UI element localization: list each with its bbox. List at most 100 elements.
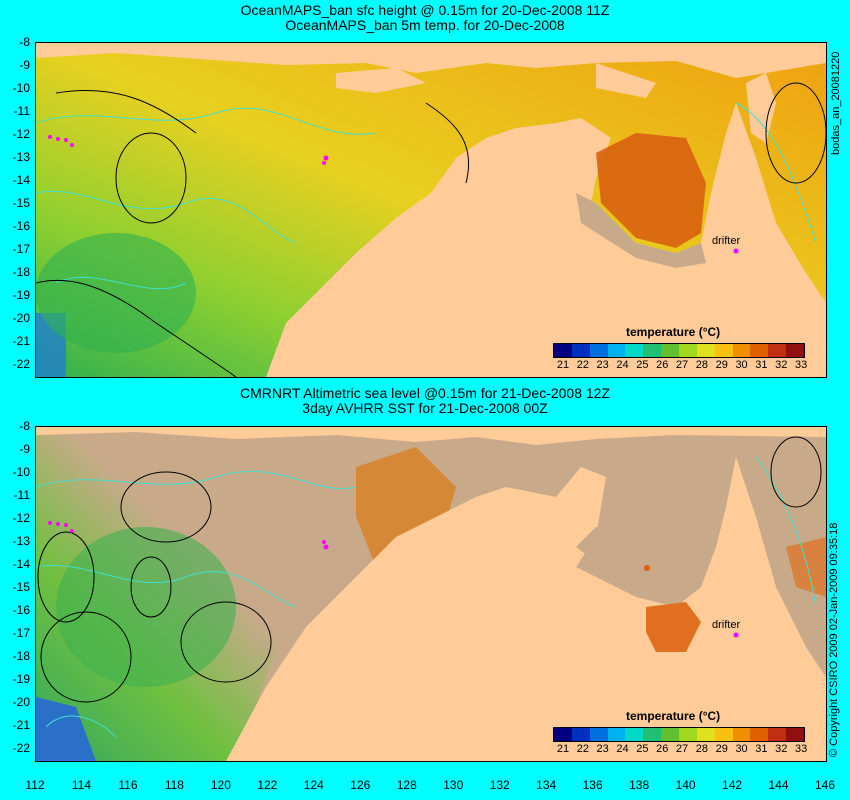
black-contours [37, 436, 822, 703]
x-tick-label: 118 [164, 778, 184, 792]
top-map-svg [36, 43, 826, 377]
colorbar-tick-label: 29 [715, 359, 728, 371]
colorbar-tick-label: 31 [755, 743, 768, 755]
colorbar-tick-label: 22 [576, 743, 589, 755]
colorbar-tick-label: 21 [556, 743, 570, 755]
x-tick-label: 112 [25, 778, 45, 792]
colorbar-tick-label: 25 [636, 359, 649, 371]
colorbar-swatch [732, 344, 751, 357]
bottom-map-svg [36, 427, 826, 761]
colorbar-tick-label: 28 [695, 359, 708, 371]
colorbar-swatch [554, 728, 572, 741]
y-tick-label: -22 [12, 741, 30, 756]
top-map-panel: temperature (°C) 21 22 23 24 25 26 27 28 29 30 31 3… [35, 42, 827, 378]
colorbar-tick-label: 26 [656, 359, 669, 371]
y-tick-label: -17 [12, 242, 30, 257]
x-tick-label: 128 [396, 778, 417, 792]
x-tick-label: 122 [257, 778, 278, 792]
no-data-coast [576, 193, 706, 268]
colorbar-tick-label: 30 [735, 359, 748, 371]
colorbar-tick-label: 28 [695, 743, 708, 755]
australia-landmass [266, 103, 826, 377]
bottom-map-panel: temperature (°C) 21 22 23 24 25 26 27 28 29 30 31 3… [35, 426, 827, 762]
y-tick-label: -21 [12, 334, 30, 349]
gulf-no-data [576, 522, 701, 602]
x-tick-label: 144 [768, 778, 789, 792]
colorbar [553, 727, 805, 742]
colorbar-swatch [786, 728, 805, 741]
colorbar-tick-label: 23 [596, 743, 609, 755]
colorbar-labels: 21 22 23 24 25 26 27 28 29 30 31 32 33 [553, 743, 807, 757]
colorbar-tick-label: 26 [656, 743, 669, 755]
colorbar-swatch [714, 728, 733, 741]
y-tick-label: -10 [12, 465, 30, 480]
colorbar-swatch [714, 344, 733, 357]
bottom-side-label: © Copyright CSIRO 2009 02-Jan-2009 09:35… [828, 522, 840, 757]
colorbar-tick-label: 27 [675, 359, 689, 371]
colorbar-tick-label: 21 [556, 359, 570, 371]
x-tick-label: 142 [722, 778, 743, 792]
colorbar-tick-label: 33 [794, 743, 808, 755]
coral-sea-warm-sst [786, 537, 826, 597]
australia-landmass [226, 457, 826, 761]
island [336, 68, 426, 93]
colorbar-swatch [607, 344, 626, 357]
x-tick-label: 114 [71, 778, 92, 792]
indonesian-islands [36, 427, 826, 445]
y-tick-label: -11 [13, 488, 30, 503]
x-tick-label: 146 [814, 778, 836, 792]
colorbar-swatch [679, 344, 697, 357]
colorbar-title: temperature (°C) [626, 325, 721, 339]
cold-sst-patch [36, 697, 96, 761]
colorbar-swatch [607, 728, 626, 741]
colorbar-tick-label: 30 [735, 743, 748, 755]
colorbar-swatch [661, 728, 680, 741]
gulf-warm-sst [646, 602, 701, 652]
colorbar-tick-label: 31 [755, 359, 768, 371]
y-tick-label: -12 [12, 127, 30, 142]
colorbar-swatch [589, 344, 608, 357]
colorbar-swatch [768, 728, 787, 741]
cyan-contours [36, 456, 817, 738]
y-tick-label: -13 [12, 150, 30, 165]
y-tick-label: -9 [19, 442, 30, 457]
colorbar-tick-label: 29 [715, 743, 728, 755]
x-tick-label: 140 [675, 778, 696, 792]
colorbar-swatch [768, 344, 787, 357]
colorbar-swatch [750, 344, 769, 357]
y-tick-label: -8 [19, 35, 30, 49]
cool-sst-patch [56, 527, 236, 687]
cyan-contours [36, 102, 817, 290]
colorbar-swatch [786, 344, 805, 357]
y-tick-label: -16 [12, 219, 30, 234]
colorbar-tick-label: 25 [636, 743, 649, 755]
y-tick-label: -17 [12, 626, 30, 641]
x-tick-label: 132 [489, 778, 510, 792]
colorbar-labels: 21 22 23 24 25 26 27 28 29 30 31 32 33 [553, 359, 807, 373]
indonesian-islands [36, 43, 826, 78]
x-tick-label: 136 [582, 778, 603, 792]
x-tick-label: 116 [118, 778, 138, 792]
y-tick-label: -15 [12, 196, 30, 211]
y-tick-label: -9 [19, 58, 30, 73]
colorbar-tick-label: 33 [794, 359, 808, 371]
colorbar-tick-label: 32 [775, 359, 788, 371]
y-tick-label: -11 [13, 104, 30, 119]
cool-water-patch [36, 233, 196, 353]
drifter-markers [48, 135, 739, 254]
colorbar-swatch [661, 344, 680, 357]
top-title-line-1: OceanMAPS_ban sfc height @ 0.15m for 20-… [240, 2, 610, 18]
colorbar-swatch [589, 728, 608, 741]
top-side-label: bodas_an_20081220 [830, 51, 842, 155]
colorbar-swatch [643, 728, 662, 741]
y-tick-label: -19 [12, 672, 30, 687]
island [596, 63, 656, 98]
y-tick-label: -14 [12, 557, 30, 572]
drifter-label: drifter [712, 235, 741, 247]
colorbar-tick-label: 22 [576, 359, 589, 371]
y-tick-label: -13 [12, 534, 30, 549]
x-tick-label: 124 [303, 778, 324, 792]
colorbar-swatch [571, 344, 590, 357]
colorbar-swatch [625, 728, 644, 741]
drifter-label: drifter [712, 619, 741, 631]
